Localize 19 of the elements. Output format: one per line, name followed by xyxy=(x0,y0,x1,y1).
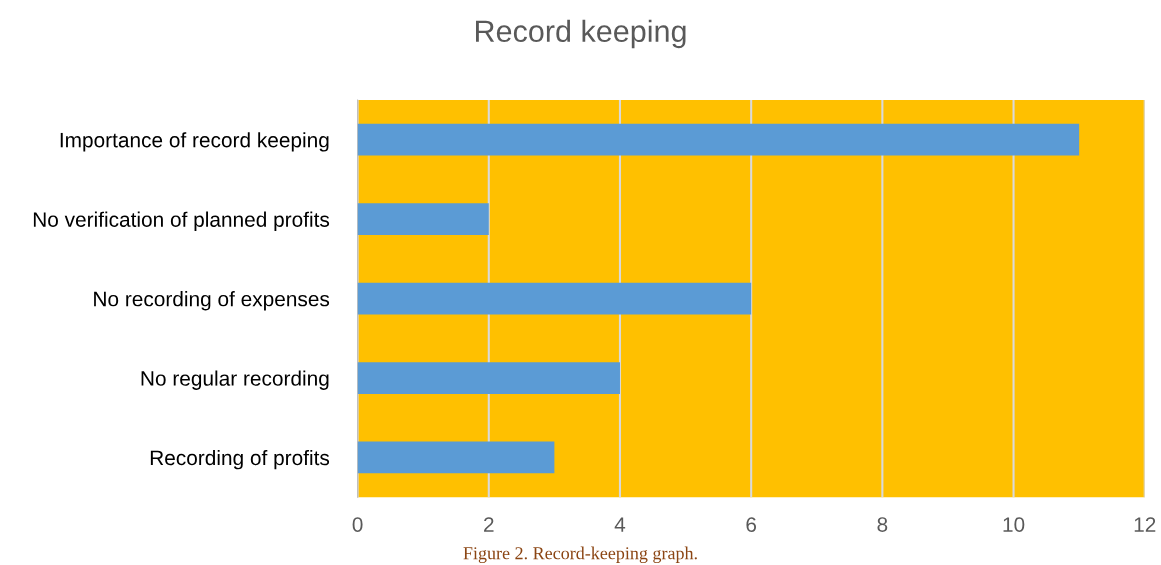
bar xyxy=(357,441,555,474)
bar xyxy=(357,123,1080,156)
y-tick-label: No verification of planned profits xyxy=(33,211,330,232)
x-tick-label: 6 xyxy=(746,517,757,532)
y-tick-label: Recording of profits xyxy=(150,449,330,470)
x-tick-label: 12 xyxy=(1134,517,1156,532)
x-tick-label: 8 xyxy=(877,517,888,532)
y-tick-label: Importance of record keeping xyxy=(60,132,329,152)
bar xyxy=(357,282,752,315)
caption: Figure 2. Record-keeping graph. xyxy=(463,546,697,564)
y-tick-label: No regular recording xyxy=(141,370,329,390)
bar xyxy=(357,203,489,236)
x-tick-label: 0 xyxy=(352,517,363,532)
x-tick-label: 2 xyxy=(484,517,494,532)
y-tick-label: No recording of expenses xyxy=(94,291,330,311)
bar xyxy=(357,362,620,394)
chart-title: Record keeping xyxy=(476,19,686,49)
x-tick-label: 10 xyxy=(1003,517,1025,532)
x-tick-label: 4 xyxy=(614,517,626,532)
